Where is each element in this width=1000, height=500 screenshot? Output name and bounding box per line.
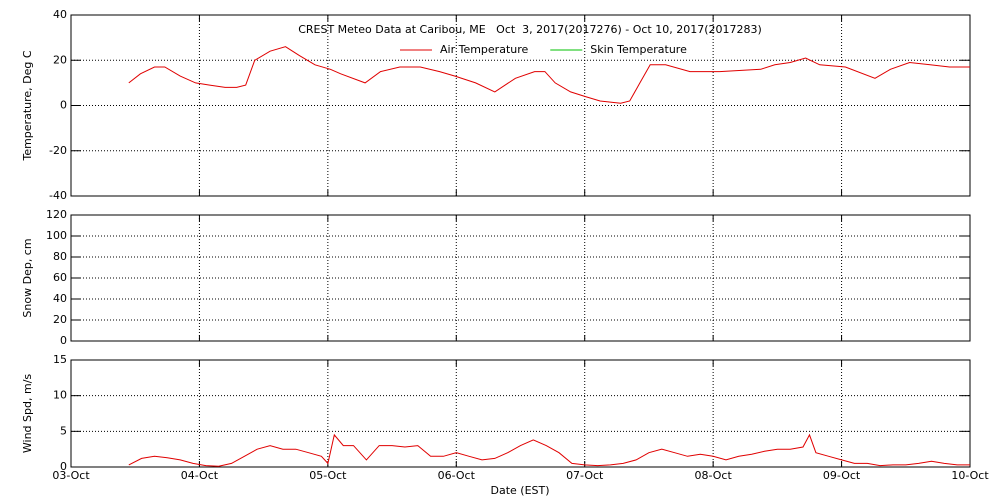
x-tick-label: 10-Oct [951, 469, 989, 482]
y-tick-label: 60 [53, 271, 67, 284]
y-tick-label: 100 [46, 229, 67, 242]
x-tick-label: 09-Oct [823, 469, 861, 482]
x-tick-label: 06-Oct [438, 469, 476, 482]
data-line [128, 433, 970, 467]
legend-label: Air Temperature [440, 43, 529, 56]
x-tick-label: 05-Oct [309, 469, 347, 482]
y-tick-label: 40 [53, 8, 67, 21]
y-tick-label: 80 [53, 250, 67, 263]
y-tick-label: 0 [60, 334, 67, 347]
y-tick-label: 0 [60, 460, 67, 473]
y-tick-label: 40 [53, 292, 67, 305]
y-tick-label: 0 [60, 99, 67, 112]
y-tick-label: 20 [53, 313, 67, 326]
y-axis-label: Temperature, Deg C [21, 50, 34, 161]
x-tick-label: 03-Oct [52, 469, 90, 482]
plot-frame [70, 14, 971, 197]
y-axis-label: Wind Spd, m/s [21, 374, 34, 454]
y-axis-label: Snow Dep, cm [21, 238, 34, 317]
x-axis-label: Date (EST) [490, 484, 549, 497]
y-tick-label: -40 [49, 189, 67, 202]
y-tick-label: 5 [60, 424, 67, 437]
x-tick-label: 04-Oct [181, 469, 219, 482]
y-tick-label: 20 [53, 53, 67, 66]
y-tick-label: 15 [53, 353, 67, 366]
y-tick-label: 120 [46, 208, 67, 221]
plot-frame [70, 214, 971, 342]
legend-label: Skin Temperature [590, 43, 687, 56]
x-tick-label: 08-Oct [694, 469, 732, 482]
data-line [128, 46, 970, 104]
y-tick-label: 10 [53, 389, 67, 402]
chart-title: CREST Meteo Data at Caribou, ME Oct 3, 2… [298, 23, 762, 36]
plot-frame [70, 359, 971, 468]
x-tick-label: 07-Oct [566, 469, 604, 482]
y-tick-label: -20 [49, 144, 67, 157]
